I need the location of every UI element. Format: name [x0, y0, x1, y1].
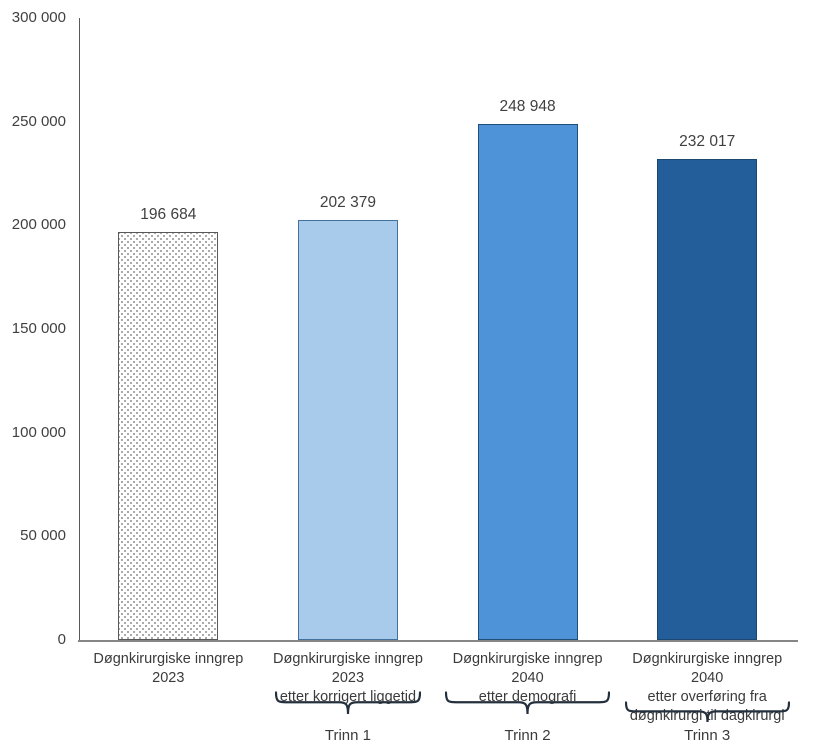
brace-trinn-3 [624, 701, 790, 723]
category-label-line: Døgnkirurgiske inngrep 2023 [93, 651, 244, 686]
x-axis-line [78, 640, 798, 642]
bar-value-label: 202 379 [319, 194, 376, 212]
bar-3 [477, 123, 578, 640]
category-label-3: Døgnkirurgiske inngrep 2040 etter demogra… [438, 650, 618, 707]
y-tick-label: 0 [57, 631, 66, 648]
y-tick-label: 50 000 [20, 527, 66, 545]
bar-1 [118, 232, 219, 640]
category-label-line: Døgnkirurgiske inngrep 2023 [272, 651, 423, 686]
category-label-line: etter overføring fra [647, 689, 767, 705]
group-label-trinn-2: Trinn 2 [504, 727, 551, 744]
brace-trinn-1 [274, 691, 421, 715]
y-tick-label: 150 000 [11, 320, 66, 337]
y-tick-label: 200 000 [11, 216, 66, 234]
y-tick-label: 300 000 [11, 9, 66, 26]
y-tick-label: 250 000 [11, 112, 66, 130]
category-label-line: Døgnkirurgiske inngrep 2040 [632, 651, 783, 686]
bar-value-label: 232 017 [679, 132, 736, 150]
y-tick-label: 100 000 [11, 423, 66, 441]
category-label-line: etter korrigert liggetid [279, 689, 417, 705]
category-label-2: Døgnkirurgiske inngrep 2023 etter korrige… [258, 650, 438, 707]
y-axis-line [78, 18, 80, 640]
group-label-trinn-3: Trinn 3 [684, 727, 731, 744]
bar-2 [297, 220, 398, 640]
category-label-line: Døgnkirurgiske inngrep 2040 [452, 651, 603, 686]
bar-value-label: 196 684 [140, 206, 197, 224]
bar-4 [657, 158, 758, 640]
category-label-1: Døgnkirurgiske inngrep 2023 [78, 650, 258, 688]
brace-trinn-2 [445, 691, 611, 715]
category-label-line: etter demografi [478, 689, 577, 705]
group-label-trinn-1: Trinn 1 [324, 727, 371, 744]
bar-value-label: 248 948 [499, 97, 556, 115]
